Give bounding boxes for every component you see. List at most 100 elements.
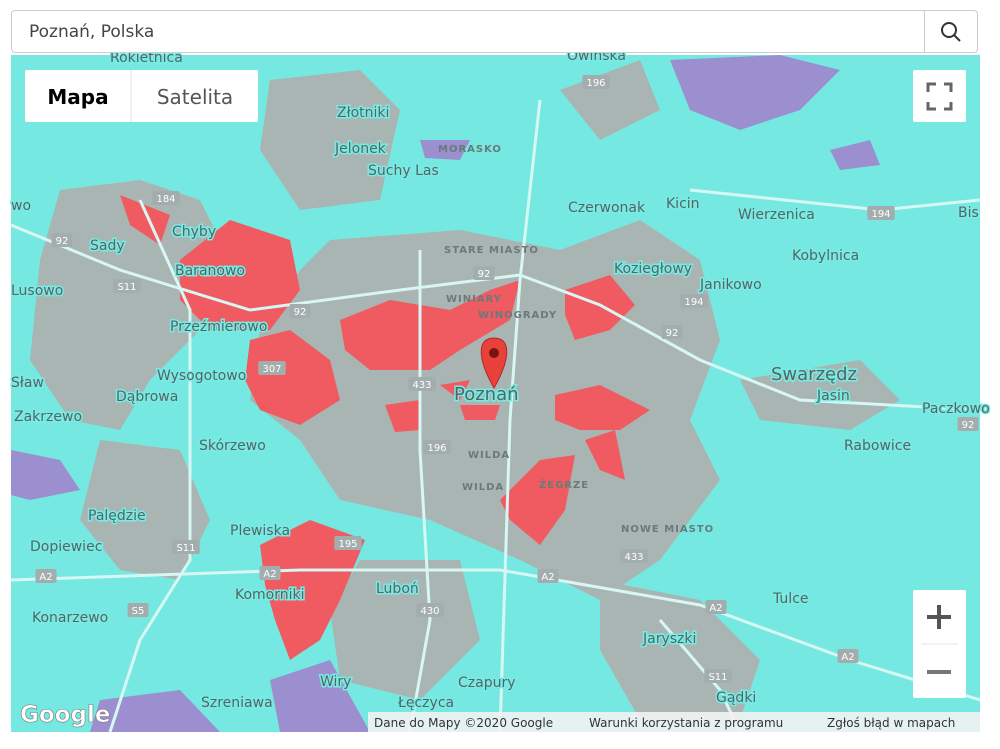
road-shield [258, 361, 286, 375]
map-type-button[interactable]: Mapa [47, 85, 108, 109]
place-label: Kobylnica [792, 248, 859, 264]
search-box[interactable]: Poznań, Polska [11, 10, 978, 53]
road-number: 194 [684, 297, 703, 308]
location-pin[interactable] [480, 337, 508, 390]
place-label: Jasin [816, 388, 850, 404]
zoom-control [913, 590, 966, 698]
road-shield [837, 649, 859, 663]
road-number: A2 [541, 572, 554, 583]
road-number: S5 [132, 606, 145, 617]
place-label: Komorniki [235, 587, 305, 603]
place-label: Tulce [772, 591, 809, 607]
place-label: Janikowo [699, 277, 762, 293]
place-label: Wysogotowo [157, 368, 246, 384]
search-button[interactable] [924, 11, 977, 52]
road-number: S11 [176, 543, 195, 554]
road-number: A2 [39, 572, 52, 583]
road-shield [152, 191, 180, 205]
road-shield [537, 569, 559, 583]
road-shield [334, 536, 362, 550]
road-shield [705, 600, 727, 614]
road-shield [867, 206, 895, 220]
place-label: Jelonek [334, 141, 387, 157]
place-label: Sady [90, 238, 125, 254]
road-shield [113, 279, 141, 293]
attribution: Dane do Mapy ©2020 Google [374, 716, 553, 730]
road-shield [408, 377, 436, 391]
place-label: Złotniki [337, 105, 389, 121]
place-label: Wierzenica [738, 207, 815, 223]
road-number: 433 [624, 552, 643, 563]
zoom-in[interactable] [927, 605, 951, 629]
search-query[interactable]: Poznań, Polska [29, 22, 155, 42]
place-label: WINOGRADY [478, 310, 557, 321]
place-label: Skórzewo [199, 438, 266, 454]
road-number: S11 [708, 672, 727, 683]
road-number: 430 [420, 606, 439, 617]
road-number: A2 [263, 569, 276, 580]
road-number: 307 [262, 364, 281, 375]
place-label: Baranowo [175, 263, 245, 279]
search-icon [941, 22, 961, 42]
road-shield [423, 440, 451, 454]
road-shield [172, 540, 200, 554]
place-label: Koziegłowy [614, 261, 692, 277]
road-shield [35, 569, 57, 583]
place-label: Kicin [666, 196, 700, 212]
place-label: Wiry [320, 674, 351, 690]
road-number: 92 [962, 420, 975, 431]
road-shield [259, 566, 281, 580]
road-shield [416, 603, 444, 617]
place-label: Plewiska [230, 523, 290, 539]
road-number: A2 [841, 652, 854, 663]
road-number: 196 [427, 443, 446, 454]
road-shield [957, 417, 979, 431]
place-label: Jaryszki [642, 631, 696, 647]
place-label: ŻEGRZE [539, 477, 589, 491]
road-number: 196 [586, 78, 605, 89]
place-label: Gądki [716, 690, 756, 706]
place-label: Chyby [172, 224, 216, 240]
road-shield [473, 266, 495, 280]
road-number: 92 [478, 269, 491, 280]
map-type-button[interactable]: Satelita [157, 85, 233, 109]
place-label: Rabowice [844, 438, 911, 454]
road-number: 92 [56, 236, 69, 247]
road-number: 433 [412, 380, 431, 391]
road-number: 184 [156, 194, 175, 205]
place-label: MORASKO [438, 144, 502, 155]
place-label: Czapury [458, 675, 516, 691]
road-shield [661, 325, 683, 339]
place-label: Suchy Las [368, 163, 439, 179]
google-logo: Google [20, 702, 110, 728]
road-shield [620, 549, 648, 563]
place-label: Bis [958, 205, 979, 221]
road-shield [680, 294, 708, 308]
road-shield [582, 75, 610, 89]
place-label: Swarzędz [771, 364, 857, 385]
road-number: A2 [709, 603, 722, 614]
road-shield [289, 304, 311, 318]
terms-link[interactable]: Warunki korzystania z programu [589, 716, 783, 730]
fullscreen-button[interactable] [913, 70, 966, 122]
place-label: WINIARY [446, 294, 502, 305]
place-label: Szreniawa [201, 695, 273, 711]
place-label: Dąbrowa [116, 389, 178, 405]
road-number: 194 [871, 209, 890, 220]
pin-dot [489, 348, 499, 358]
place-label: Zakrzewo [14, 409, 82, 425]
place-label: Poznań [454, 384, 519, 405]
place-label: Czerwonak [568, 200, 646, 216]
low-areas [11, 55, 880, 732]
place-label: NOWE MIASTO [621, 524, 714, 535]
map-type-control [25, 70, 258, 122]
place-label: Rokietnica [110, 50, 183, 66]
report-link[interactable]: Zgłoś błąd w mapach [827, 716, 955, 730]
road-number: 195 [338, 539, 357, 550]
road-shield [127, 603, 149, 617]
road-number: S11 [117, 282, 136, 293]
place-label: Paczkowo [922, 401, 990, 417]
place-label: Lusowo [11, 283, 63, 299]
road-number: 92 [666, 328, 679, 339]
